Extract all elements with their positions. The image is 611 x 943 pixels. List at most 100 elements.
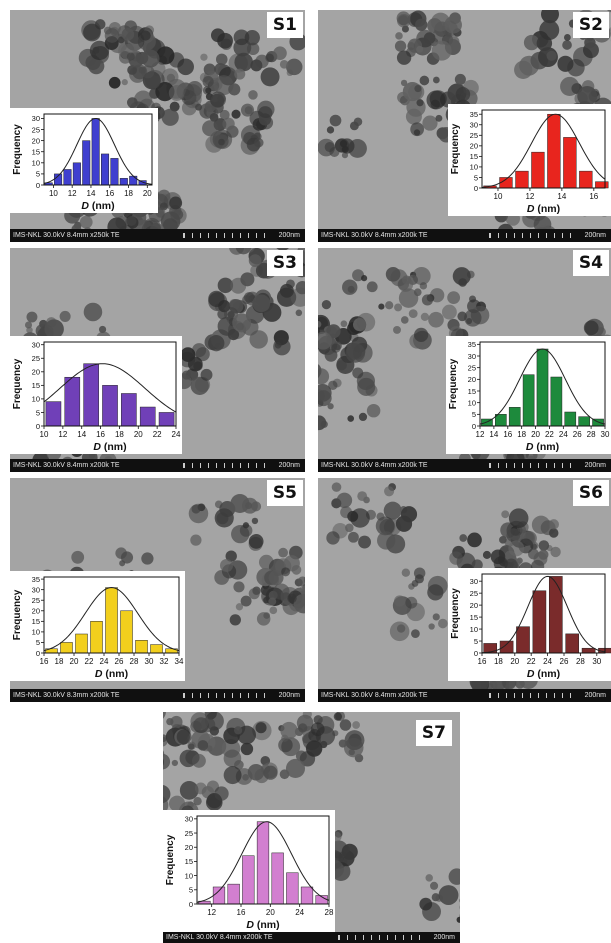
particle [176,729,192,745]
particle [562,40,572,50]
x-tick-label: 16 [503,430,512,439]
histogram-bar [547,113,561,189]
histogram-bar [212,886,226,905]
particle [83,302,103,322]
particle [231,524,250,544]
histogram-bar [64,376,81,427]
particle [375,516,395,536]
size-histogram-s5: 16 18 20 22 24 26 28 30 32 34 0 5 10 15 20 25 30 35 D (nm)… [10,571,185,681]
particle [431,40,452,61]
particle [467,532,482,548]
scale-bar [183,693,265,698]
particle [298,723,308,733]
particle [183,84,202,103]
y-tick-label: 25 [32,125,40,134]
histogram-bar [72,162,81,186]
plot-frame [481,573,606,654]
particle [349,121,359,131]
tem-info-text: IMS-NKL 30.0kV 8.4mm x200k TE [321,462,428,469]
x-axis-symbol: D [81,200,89,212]
size-histogram-s1: 10 12 14 16 18 20 0 5 10 15 20 25 30 D (nm) Frequency [10,108,158,213]
particle [163,736,168,747]
x-axis-label: D (nm) [527,668,560,680]
particle [560,76,580,97]
y-tick-label: 5 [36,638,40,647]
particle [181,370,192,380]
histogram-bar [300,886,314,905]
particle [422,902,441,922]
particle [396,11,411,26]
tem-info-bar: IMS-NKL 30.0kV 8.3mm x200k TE 200nm [10,689,305,702]
particle [348,748,355,756]
tem-info-bar: IMS-NKL 30.0kV 8.4mm x200k TE 200nm [163,932,460,943]
particle [358,535,371,549]
x-tick-label: 16 [589,192,598,201]
particle [456,916,460,923]
particle [234,52,253,72]
bars [481,348,604,427]
y-axis-label: Frequency [448,358,459,409]
scale-bar [183,233,265,238]
particle [295,309,303,317]
y-tick-label: 15 [470,613,478,622]
histogram-bar [595,181,609,189]
particle [344,730,365,751]
x-tick-label: 26 [560,657,569,666]
particle [255,54,269,69]
particle [234,726,243,735]
particle [197,740,209,751]
particle [416,99,424,107]
x-tick-label: 18 [494,657,503,666]
particle [141,65,155,79]
tem-panel-s2: S2 10 12 14 16 0 5 10 15 20 25 30 35 D (nm) Frequency… [318,10,611,242]
particle [416,45,424,53]
particle [393,325,401,334]
histogram-bar [158,412,175,427]
y-tick-label: 10 [32,159,40,168]
particle [425,874,433,882]
y-tick-label: 20 [32,607,40,616]
particle [400,316,409,324]
histogram-bar [522,374,535,427]
particle [233,29,250,46]
x-tick-label: 16 [237,908,246,917]
tem-info-bar: IMS-NKL 30.0kV 8.4mm x200k TE 200nm [10,459,305,472]
y-tick-label: 15 [32,148,40,157]
x-tick-label: 28 [325,908,334,917]
particle [127,65,138,75]
x-tick-label: 10 [494,192,503,201]
tem-panel-s6: S6 16 18 20 22 24 26 28 30 0 5 10 15 20 25 30 D (nm) Fre… [318,478,611,702]
particle [287,593,297,604]
particle [241,497,258,514]
particle [214,508,234,528]
particle [414,85,422,93]
particle [326,126,335,134]
particle [459,534,468,542]
particle [410,122,425,137]
tem-info-text: IMS-NKL 30.0kV 8.4mm x200k TE [166,934,273,941]
tem-info-bar: IMS-NKL 30.0kV 8.4mm x200k TE 200nm [318,459,611,472]
histogram-bar [563,137,577,189]
histogram-bar [101,153,110,186]
particle [208,334,225,352]
particle [348,139,367,158]
particle [187,356,203,372]
x-tick-label: 22 [85,657,94,666]
x-tick-label: 30 [601,430,610,439]
particle [280,721,298,740]
particle [210,28,225,43]
x-axis-label: D (nm) [93,441,126,453]
tem-info-text: IMS-NKL 30.0kV 8.4mm x200k TE [321,692,428,699]
x-tick-label: 18 [517,430,526,439]
x-tick-label: 24 [295,908,304,917]
particle [396,50,412,65]
particle [108,76,121,89]
particle [573,47,593,67]
y-tick-label: 10 [32,395,40,404]
particle [515,679,525,689]
particle [248,534,264,549]
histogram-bar [531,151,545,189]
particle [163,753,171,770]
y-tick-label: 25 [470,589,478,598]
particle [214,500,223,509]
